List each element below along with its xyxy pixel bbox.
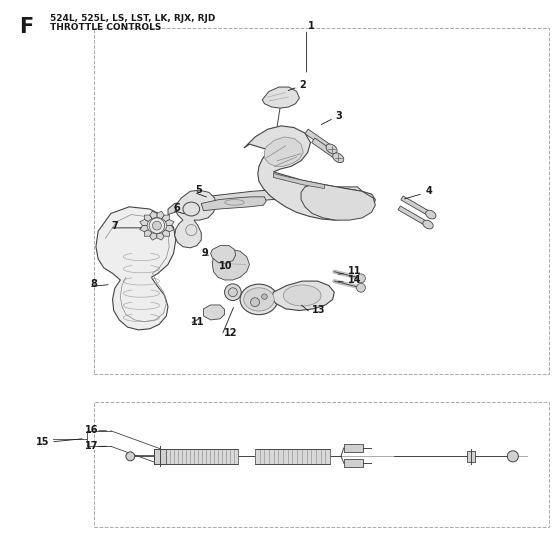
Bar — [468, 451, 475, 462]
Bar — [94, 28, 549, 374]
Text: 6: 6 — [174, 203, 180, 213]
Text: 9: 9 — [201, 249, 208, 258]
Text: 7: 7 — [111, 221, 118, 231]
Circle shape — [262, 294, 267, 300]
Circle shape — [126, 452, 135, 461]
Circle shape — [251, 298, 259, 307]
Polygon shape — [168, 187, 362, 214]
Ellipse shape — [333, 153, 344, 162]
Polygon shape — [273, 174, 324, 189]
Polygon shape — [244, 126, 375, 220]
Polygon shape — [144, 215, 152, 222]
Polygon shape — [264, 137, 304, 166]
Ellipse shape — [240, 284, 278, 315]
Text: 14: 14 — [348, 275, 361, 285]
Text: 10: 10 — [219, 260, 232, 270]
Text: THROTTLE CONTROLS: THROTTLE CONTROLS — [50, 23, 161, 32]
Ellipse shape — [283, 285, 321, 306]
Circle shape — [149, 218, 165, 234]
Text: 16: 16 — [85, 424, 99, 435]
Ellipse shape — [183, 202, 199, 216]
Ellipse shape — [326, 144, 337, 154]
Text: F: F — [20, 17, 34, 36]
Bar — [94, 402, 549, 527]
Bar — [153, 449, 166, 464]
Ellipse shape — [244, 288, 274, 311]
Polygon shape — [150, 233, 157, 240]
Text: 8: 8 — [90, 279, 97, 290]
Polygon shape — [157, 211, 164, 218]
Text: 5: 5 — [196, 185, 203, 195]
Text: 2: 2 — [300, 80, 306, 90]
Text: 12: 12 — [223, 328, 237, 338]
Circle shape — [357, 274, 365, 283]
Polygon shape — [166, 220, 174, 226]
Text: 11: 11 — [192, 316, 205, 326]
Text: 524L, 525L, LS, LST, LK, RJX, RJD: 524L, 525L, LS, LST, LK, RJX, RJD — [50, 14, 215, 23]
Polygon shape — [312, 138, 340, 160]
Text: 17: 17 — [85, 441, 99, 451]
Polygon shape — [201, 197, 266, 211]
Bar — [344, 459, 363, 467]
Polygon shape — [211, 246, 236, 263]
Circle shape — [357, 283, 365, 292]
Text: 4: 4 — [425, 186, 432, 197]
Polygon shape — [203, 305, 225, 320]
Circle shape — [507, 451, 519, 462]
Polygon shape — [144, 230, 152, 236]
Polygon shape — [398, 206, 429, 226]
Ellipse shape — [426, 210, 436, 219]
Polygon shape — [301, 185, 375, 220]
Polygon shape — [212, 250, 250, 280]
Polygon shape — [162, 215, 170, 222]
Circle shape — [225, 284, 241, 301]
Text: 1: 1 — [308, 21, 315, 31]
Bar — [344, 444, 363, 452]
Polygon shape — [140, 226, 148, 232]
Text: 15: 15 — [36, 437, 49, 447]
Bar — [166, 449, 239, 464]
Polygon shape — [157, 233, 164, 240]
Polygon shape — [166, 226, 174, 232]
Text: 11: 11 — [348, 266, 361, 276]
Circle shape — [228, 288, 237, 297]
Polygon shape — [162, 230, 170, 236]
Ellipse shape — [423, 220, 433, 229]
Text: 3: 3 — [335, 111, 342, 121]
Polygon shape — [262, 87, 300, 108]
Bar — [255, 449, 330, 464]
Polygon shape — [305, 129, 333, 151]
Polygon shape — [140, 220, 148, 226]
Polygon shape — [272, 281, 334, 310]
Circle shape — [152, 221, 161, 230]
Polygon shape — [175, 190, 216, 248]
Polygon shape — [96, 207, 176, 330]
Polygon shape — [150, 211, 157, 218]
Text: 13: 13 — [312, 306, 326, 315]
Polygon shape — [401, 196, 432, 217]
